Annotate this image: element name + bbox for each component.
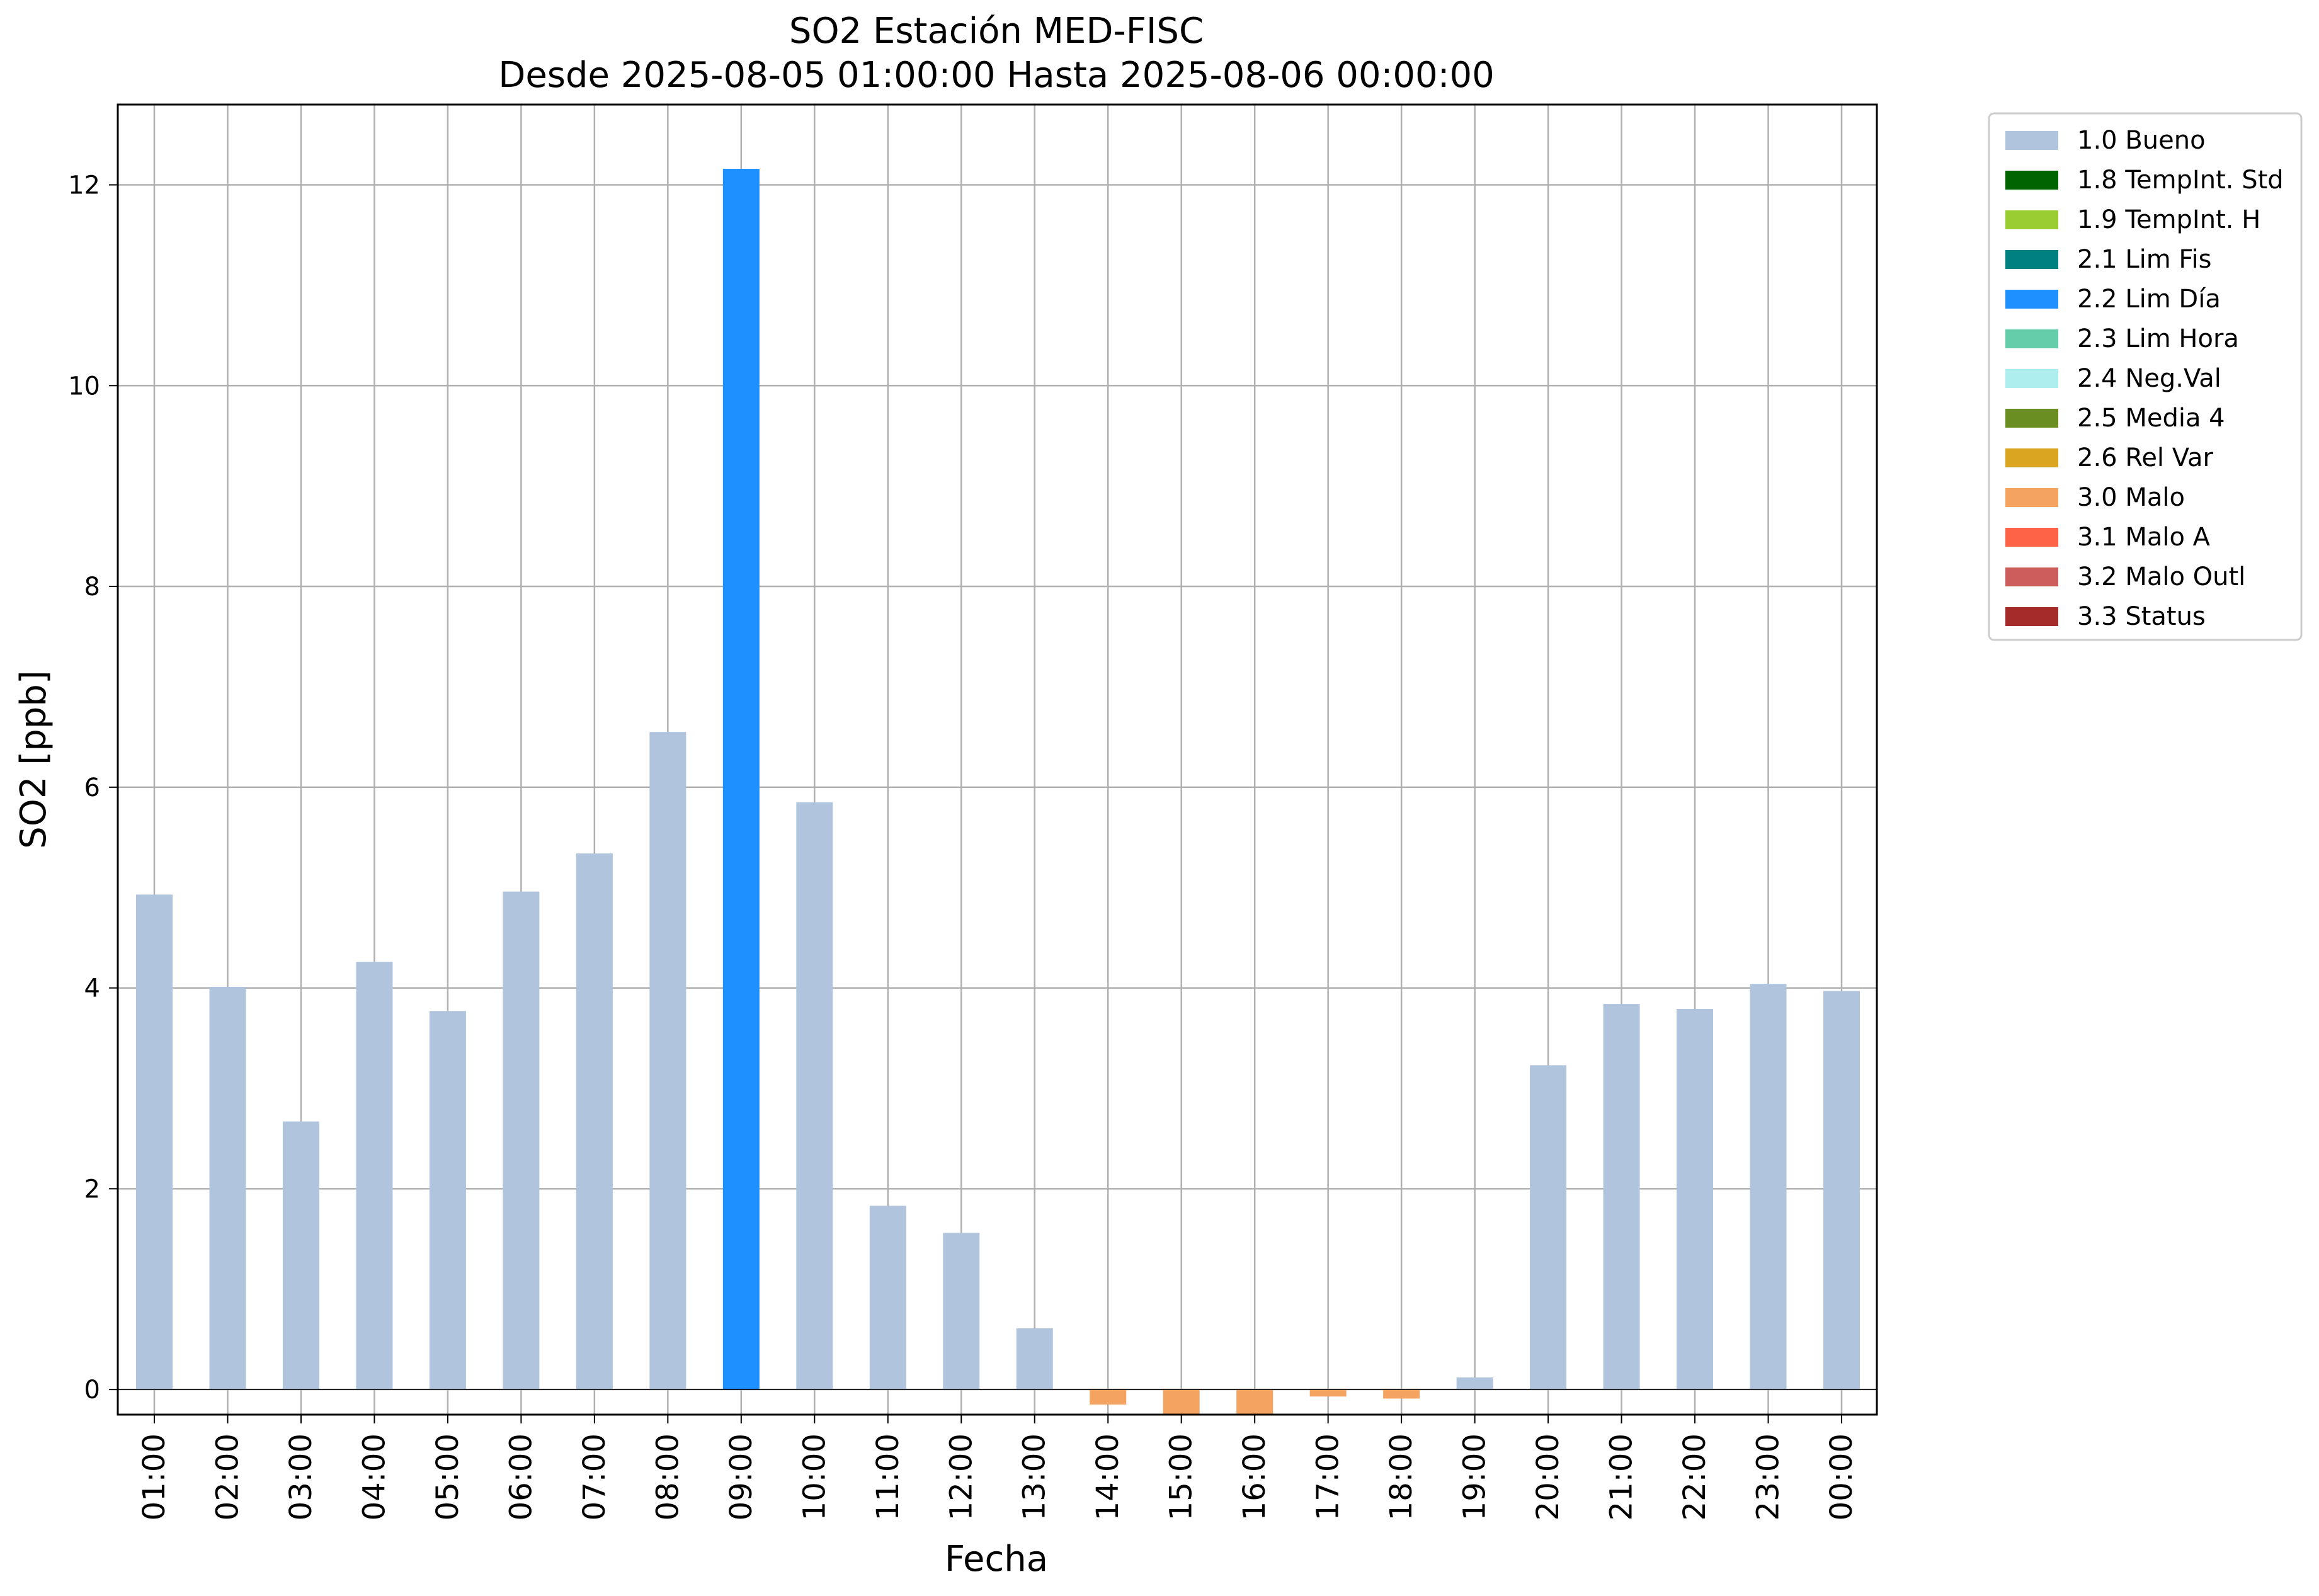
x-tick-label: 13:00 [1017, 1434, 1052, 1520]
y-tick-label: 0 [84, 1376, 100, 1405]
x-tick-label: 12:00 [943, 1434, 979, 1520]
y-tick-label: 12 [68, 171, 100, 200]
legend-swatch [2005, 448, 2058, 467]
x-tick-label: 08:00 [650, 1434, 685, 1520]
legend-swatch [2005, 409, 2058, 428]
x-tick-label: 22:00 [1677, 1434, 1712, 1520]
legend-label: 2.1 Lim Fis [2077, 245, 2211, 274]
legend-swatch [2005, 369, 2058, 388]
y-axis-label: SO2 [ppb] [13, 670, 54, 848]
y-tick-label: 4 [84, 974, 100, 1003]
x-tick-label: 00:00 [1824, 1434, 1859, 1520]
legend-swatch [2005, 528, 2058, 547]
legend-label: 2.2 Lim Día [2077, 285, 2221, 314]
bar-0300 [282, 1121, 319, 1390]
y-tick-label: 10 [68, 372, 100, 401]
bar-1200 [943, 1233, 980, 1390]
legend-label: 3.2 Malo Outl [2077, 562, 2245, 591]
y-tick-label: 2 [84, 1175, 100, 1204]
bar-1100 [869, 1206, 906, 1390]
x-tick-label: 18:00 [1384, 1434, 1419, 1520]
legend-swatch [2005, 567, 2058, 586]
legend-label: 2.3 Lim Hora [2077, 324, 2239, 353]
bar-0500 [429, 1011, 466, 1390]
bar-0900 [722, 169, 760, 1390]
legend-swatch [2005, 131, 2058, 150]
legend-label: 2.6 Rel Var [2077, 443, 2214, 472]
bar-1500 [1163, 1389, 1200, 1415]
y-tick-label: 8 [84, 573, 100, 601]
bar-1900 [1456, 1377, 1493, 1390]
legend-swatch [2005, 250, 2058, 269]
legend-swatch [2005, 488, 2058, 507]
legend-label: 3.0 Malo [2077, 483, 2185, 512]
legend-label: 3.3 Status [2077, 602, 2206, 631]
bar-1000 [796, 802, 833, 1390]
x-axis-ticks: 01:00 02:00 03:00 04:00 05:00 06:00 07:00 08:00… [137, 1415, 1859, 1520]
bar-2000 [1530, 1065, 1567, 1390]
legend: 1.0 Bueno 1.8 TempInt. Std 1.9 TempInt. H 2… [1988, 112, 2303, 641]
x-tick-label: 09:00 [724, 1434, 759, 1520]
x-tick-label: 07:00 [577, 1434, 612, 1520]
legend-swatch [2005, 171, 2058, 190]
x-tick-label: 04:00 [356, 1434, 392, 1520]
x-tick-label: 10:00 [797, 1434, 832, 1520]
bar-0000 [1823, 991, 1860, 1390]
legend-label: 3.1 Malo A [2077, 523, 2211, 552]
x-tick-label: 02:00 [210, 1434, 245, 1520]
x-tick-label: 15:00 [1164, 1434, 1199, 1520]
y-tick-label: 6 [84, 773, 100, 802]
legend-label: 1.8 TempInt. Std [2077, 166, 2284, 195]
y-axis-ticks: 0 2 4 6 8 10 12 [68, 171, 118, 1405]
x-tick-label: 06:00 [503, 1434, 538, 1520]
legend-label: 2.5 Media 4 [2077, 404, 2225, 433]
legend-label: 2.4 Neg.Val [2077, 364, 2221, 393]
plot-frame [117, 103, 1878, 1416]
bar-2200 [1677, 1009, 1714, 1390]
bar-0700 [576, 853, 613, 1390]
bar-1400 [1090, 1389, 1127, 1405]
x-tick-label: 21:00 [1604, 1434, 1639, 1520]
x-axis-label: Fecha [945, 1539, 1048, 1580]
x-tick-label: 05:00 [430, 1434, 465, 1520]
x-tick-label: 19:00 [1457, 1434, 1493, 1520]
legend-swatch [2005, 607, 2058, 626]
bar-2100 [1603, 1004, 1640, 1390]
legend-swatch [2005, 329, 2058, 348]
x-tick-label: 03:00 [283, 1434, 319, 1520]
bar-0100 [136, 894, 173, 1390]
x-tick-label: 23:00 [1751, 1434, 1786, 1520]
bar-1800 [1383, 1389, 1420, 1399]
bar-0600 [503, 891, 540, 1390]
bar-0400 [356, 962, 393, 1390]
x-tick-label: 20:00 [1530, 1434, 1566, 1520]
legend-label: 1.9 TempInt. H [2077, 205, 2260, 234]
legend-label: 1.0 Bueno [2077, 126, 2206, 155]
x-tick-label: 01:00 [137, 1434, 172, 1520]
x-tick-label: 17:00 [1311, 1434, 1346, 1520]
x-tick-label: 16:00 [1237, 1434, 1272, 1520]
x-tick-label: 11:00 [870, 1434, 906, 1520]
x-tick-label: 14:00 [1090, 1434, 1125, 1520]
bar-1700 [1309, 1389, 1347, 1397]
chart-title: SO2 Estación MED-FISC [789, 11, 1204, 52]
legend-swatch [2005, 210, 2058, 229]
legend-swatch [2005, 290, 2058, 309]
chart-subtitle: Desde 2025-08-05 01:00:00 Hasta 2025-08-… [498, 55, 1495, 96]
bar-0200 [209, 987, 246, 1390]
bar-2300 [1750, 984, 1787, 1390]
legend-frame [1988, 112, 2303, 641]
bars [136, 169, 1860, 1415]
bar-1300 [1016, 1328, 1053, 1390]
bar-1600 [1236, 1389, 1273, 1415]
bar-0800 [649, 732, 687, 1390]
